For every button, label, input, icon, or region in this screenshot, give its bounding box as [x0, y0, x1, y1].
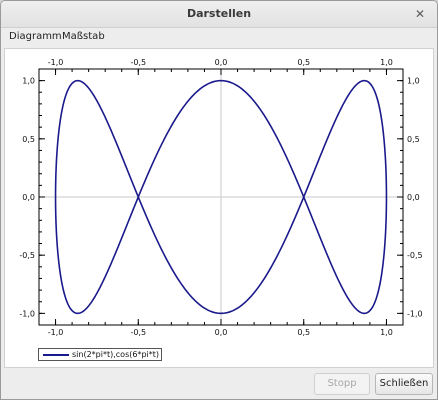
- y-tick-label-left: 0,0: [22, 193, 35, 202]
- legend-label: sin(2*pi*t),cos(6*pi*t): [72, 350, 160, 359]
- y-tick-label-right: 1,0: [407, 77, 420, 86]
- x-tick-label-top: 0,0: [215, 58, 228, 67]
- menu-diagramm[interactable]: Diagramm: [9, 31, 62, 42]
- dialog-footer: Stopp Schließen: [1, 369, 437, 399]
- y-tick-label-right: 0,0: [407, 193, 420, 202]
- x-tick-label-bottom: 0,0: [215, 328, 228, 337]
- menu-bar: Diagramm Maßstab: [1, 28, 437, 46]
- y-tick-label-right: -1,0: [407, 309, 423, 318]
- x-tick-label-top: 0,5: [297, 58, 310, 67]
- x-tick-label-bottom: 1,0: [380, 328, 393, 337]
- title-bar: Darstellen ✕: [1, 1, 437, 28]
- legend: sin(2*pi*t),cos(6*pi*t): [38, 348, 162, 361]
- x-tick-label-bottom: -0,5: [130, 328, 146, 337]
- x-tick-label-top: -0,5: [130, 58, 146, 67]
- x-tick-label-bottom: 0,5: [297, 328, 310, 337]
- x-tick-label-top: 1,0: [380, 58, 393, 67]
- close-button[interactable]: Schließen: [375, 373, 433, 395]
- close-icon[interactable]: ✕: [414, 7, 426, 21]
- y-tick-label-right: -0,5: [407, 251, 423, 260]
- y-tick-label-left: -0,5: [19, 251, 35, 260]
- y-tick-label-right: 0,5: [407, 135, 420, 144]
- chart-panel: -1,0 -1,0 -0,5 -0,5 0,0 0,0 0,5 0,5 1,0 1,0 1,0 1,0…: [4, 48, 434, 368]
- y-tick-label-left: 0,5: [22, 135, 35, 144]
- y-tick-label-left: -1,0: [19, 309, 35, 318]
- menu-massstab[interactable]: Maßstab: [62, 31, 105, 42]
- window-title: Darstellen: [186, 7, 252, 20]
- series-line: [54, 79, 388, 315]
- legend-swatch: [43, 354, 69, 356]
- y-tick-label-left: 1,0: [22, 77, 35, 86]
- plot-svg: -1,0 -1,0 -0,5 -0,5 0,0 0,0 0,5 0,5 1,0 1,0 1,0 1,0…: [19, 58, 423, 337]
- x-tick-label-top: -1,0: [48, 58, 64, 67]
- x-tick-label-bottom: -1,0: [48, 328, 64, 337]
- stop-button[interactable]: Stopp: [314, 373, 370, 395]
